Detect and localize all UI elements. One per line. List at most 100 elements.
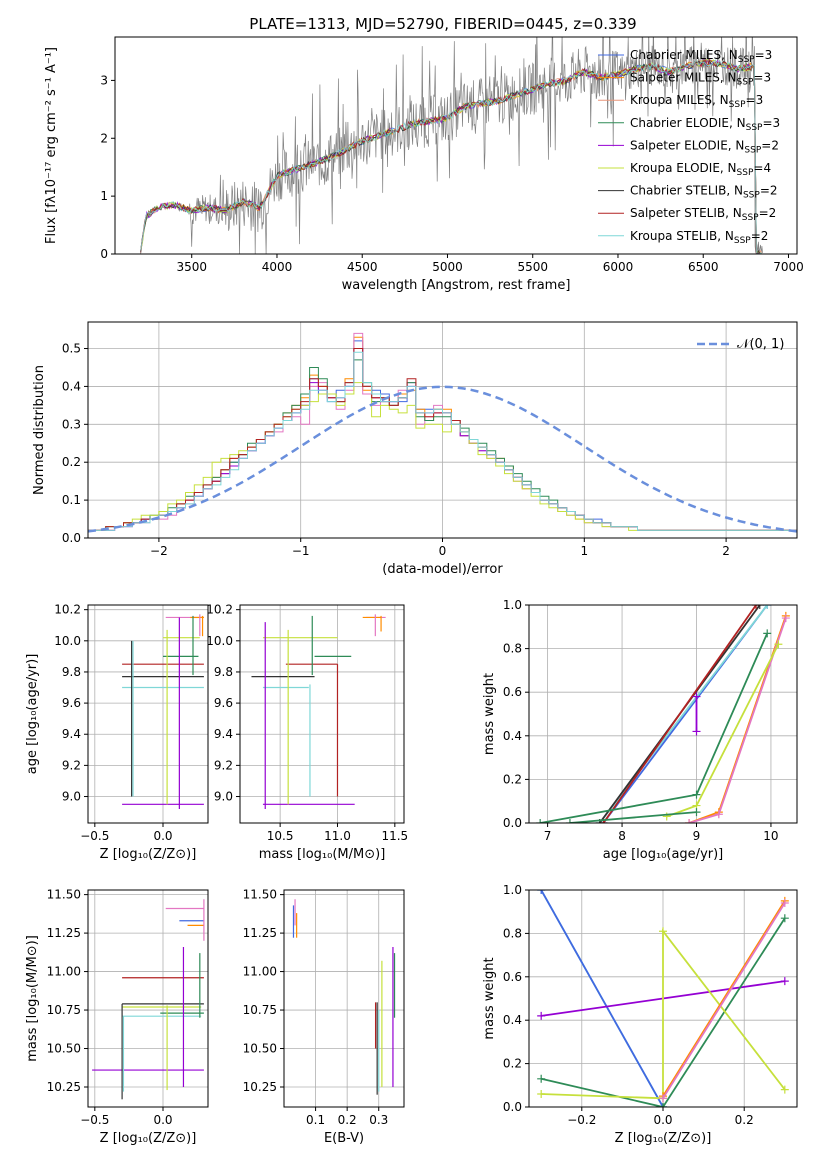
y-tick-label: 2	[100, 131, 108, 145]
x-tick-label: 7000	[773, 260, 804, 274]
series-line	[602, 605, 757, 823]
data-point	[780, 977, 789, 986]
axes-frame	[239, 604, 405, 824]
data-point	[780, 1085, 789, 1094]
legend-label: Chabrier STELIB, NSSP=2	[630, 184, 778, 201]
x-tick-label: −1	[292, 544, 310, 558]
y-tick-label: 1.0	[503, 598, 522, 612]
legend-label: Kroupa STELIB, NSSP=2	[630, 229, 768, 246]
data-point	[537, 890, 546, 894]
x-tick-label: 6000	[603, 260, 634, 274]
histogram-step	[88, 351, 797, 531]
model-spectrum-line	[140, 59, 762, 254]
data-point	[780, 914, 789, 923]
y-axis-label: mass [log₁₀(M/M⊙)]	[25, 935, 40, 1062]
data-point	[780, 899, 789, 908]
x-tick-label: −0.5	[80, 829, 109, 843]
x-tick-label: 0.0	[653, 1113, 672, 1127]
axes-frame	[87, 889, 209, 1108]
y-tick-label: 10.0	[54, 634, 81, 648]
y-tick-label: 0.2	[503, 772, 522, 786]
x-tick-label: 0.0	[153, 1113, 172, 1127]
x-tick-label: 8	[618, 829, 626, 843]
y-tick-label: 9.8	[214, 665, 233, 679]
y-axis-label: Flux [fλ10⁻¹⁷ erg cm⁻² s⁻¹ A⁻¹]	[44, 47, 59, 244]
plot-content	[537, 890, 789, 1107]
mass-vs-metallicity-plot: −0.5 0.0 10.25 10.50 10.75 11.00 11.25 11.50 Z […	[25, 888, 209, 1146]
x-tick-label: 0.2	[338, 1113, 357, 1127]
legend-count: =3	[755, 48, 773, 62]
y-tick-label: 11.25	[243, 926, 277, 940]
y-tick-label: 11.25	[47, 926, 81, 940]
legend-subscript: SSP	[729, 100, 746, 110]
x-axis-label: Z [log₁₀(Z/Z⊙)]	[100, 847, 197, 862]
legend-label: 𝒩(0, 1)	[737, 337, 784, 352]
x-tick-label: 3500	[176, 260, 207, 274]
legend-subscript: SSP	[734, 236, 751, 246]
legend-label: Salpeter STELIB, NSSP=2	[630, 206, 776, 223]
x-axis-label: Z [log₁₀(Z/Z⊙)]	[100, 1131, 197, 1146]
x-tick-label: 0.0	[153, 829, 172, 843]
y-tick-label: 10.75	[243, 1003, 277, 1017]
x-tick-label: 4000	[262, 260, 293, 274]
y-tick-label: 0.6	[503, 970, 522, 984]
x-tick-label: 0.1	[306, 1113, 325, 1127]
y-tick-label: 0.5	[62, 342, 81, 356]
legend-label: Chabrier MILES, NSSP=3	[630, 48, 772, 65]
legend-subscript: SSP	[737, 168, 754, 178]
y-tick-label: 0.0	[503, 1100, 522, 1114]
data-point	[537, 1011, 546, 1020]
x-tick-label: −0.5	[80, 1113, 109, 1127]
y-tick-label: 0.0	[503, 816, 522, 830]
data-point	[763, 629, 772, 638]
data-point	[714, 810, 723, 819]
y-tick-label: 1.0	[503, 883, 522, 897]
model-spectrum-line	[140, 59, 763, 254]
axes-frame	[114, 36, 798, 255]
x-axis-label: Z [log₁₀(Z/Z⊙)]	[615, 1131, 712, 1146]
y-tick-label: 3	[100, 73, 108, 87]
figure-title: PLATE=1313, MJD=52790, FIBERID=0445, z=0…	[249, 15, 636, 33]
x-tick-label: 6500	[688, 260, 719, 274]
data-point	[692, 790, 701, 799]
y-tick-label: 0.3	[62, 417, 81, 431]
data-point	[774, 640, 783, 649]
y-tick-label: 0.4	[503, 1013, 522, 1027]
massweight-vs-age-plot: 7 8 9 10 0.0 0.2 0.4 0.6 0.8 1.0 age [log₁₀(age/yr…	[482, 598, 798, 862]
data-point	[692, 727, 701, 736]
y-tick-label: 10.2	[206, 603, 233, 617]
y-tick-label: 0.8	[503, 642, 522, 656]
data-point	[659, 1094, 667, 1103]
age-vs-mass-plot: 10.5 11.0 11.5 9.0 9.2 9.4 9.6 9.8 10.0 10.2 mass …	[206, 603, 408, 862]
x-tick-label: −0.2	[567, 1113, 596, 1127]
y-axis-label: age [log₁₀(age/yr)]	[25, 654, 40, 775]
model-spectrum-line	[140, 59, 761, 254]
x-tick-label: −2	[150, 544, 168, 558]
plot-content	[251, 614, 386, 809]
model-spectrum-line	[140, 59, 760, 254]
model-spectrum-line	[140, 59, 763, 254]
y-axis-label: mass weight	[482, 957, 497, 1039]
legend-count: =2	[759, 206, 777, 220]
series-line	[666, 643, 780, 818]
y-tick-label: 0	[100, 247, 108, 261]
legend-subscript: SSP	[737, 78, 754, 88]
x-tick-label: 0.2	[735, 1113, 754, 1127]
y-tick-label: 10.0	[206, 634, 233, 648]
legend-subscript: SSP	[744, 145, 761, 155]
y-tick-label: 0.4	[503, 729, 522, 743]
legend-count: =4	[753, 161, 771, 175]
legend-subscript: SSP	[742, 213, 759, 223]
x-tick-label: 2	[722, 544, 730, 558]
data-point	[536, 819, 545, 823]
x-axis-label: E(B-V)	[324, 1131, 364, 1146]
y-tick-label: 10.2	[54, 603, 81, 617]
data-point	[537, 1074, 546, 1083]
data-point	[659, 927, 667, 936]
data-point	[565, 819, 574, 823]
legend-label: Chabrier ELODIE, NSSP=3	[630, 116, 780, 133]
mass-vs-ebv-plot: 0.1 0.2 0.3 10.25 10.50 10.75 11.00 11.25 11.50 E…	[243, 888, 405, 1146]
gaussian-curve	[88, 385, 797, 533]
legend-count: =2	[751, 229, 769, 243]
